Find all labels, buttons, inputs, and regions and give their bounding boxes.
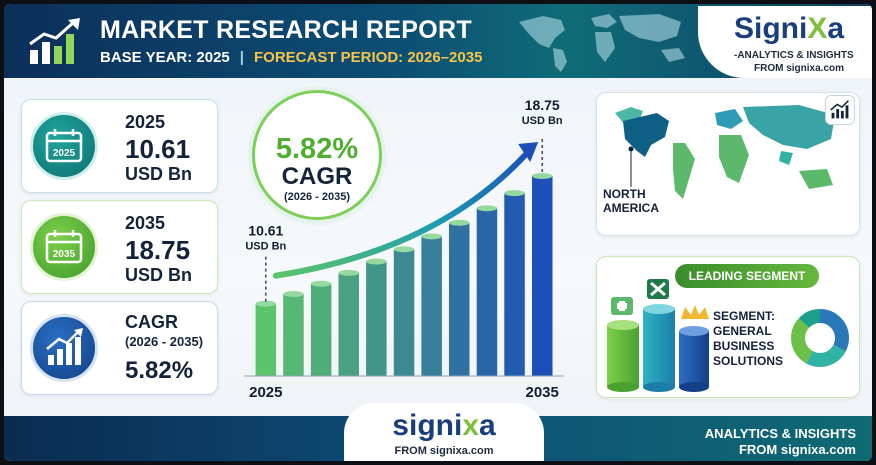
growth-chart-icon bbox=[46, 328, 83, 365]
subtitle-separator: | bbox=[239, 49, 244, 66]
page-title: MARKET RESEARCH REPORT bbox=[100, 16, 472, 44]
start-unit-label: USD Bn bbox=[245, 241, 286, 253]
footer-tagline-line1: ANALYTICS & INSIGHTS bbox=[704, 426, 856, 441]
segment-podium-icon bbox=[607, 279, 709, 392]
report-subtitle: BASE YEAR: 2025 | FORECAST PERIOD: 2026–20… bbox=[100, 49, 482, 66]
bar-top-0 bbox=[255, 300, 276, 307]
segment-line1: SEGMENT: bbox=[713, 309, 776, 323]
bar-top-3 bbox=[338, 269, 359, 276]
trend-arrow bbox=[272, 151, 530, 279]
bar-6 bbox=[421, 236, 442, 376]
calendar-icon-year: 2035 bbox=[53, 249, 76, 260]
end-unit-label: USD Bn bbox=[522, 115, 563, 127]
bar-top-2 bbox=[310, 280, 332, 287]
bar-top-8 bbox=[476, 205, 498, 212]
leading-segment-card: LEADING SEGMENT SEGMENT: bbox=[596, 256, 860, 398]
bar-5 bbox=[393, 249, 415, 376]
north-america-highlight bbox=[623, 113, 669, 157]
stat-period: (2026 - 2035) bbox=[125, 334, 204, 349]
growth-bar-chart: 10.61 USD Bn 18.75 USD Bn 2025 2035 bbox=[244, 97, 564, 401]
world-map-watermark-icon bbox=[519, 14, 685, 72]
bar-top-6 bbox=[421, 233, 442, 240]
footer-logo-main: signi bbox=[392, 409, 463, 442]
stat-circle bbox=[30, 314, 98, 382]
bar-7 bbox=[449, 222, 470, 376]
bar-4 bbox=[366, 261, 387, 376]
footer-logo-x: x bbox=[462, 409, 479, 442]
calendar-icon: 2035 bbox=[45, 230, 83, 264]
trend-chart-icon bbox=[825, 95, 855, 125]
x-axis-end-label: 2035 bbox=[525, 384, 558, 401]
cagr-badge-label: CAGR bbox=[281, 163, 353, 190]
stat-year: 2025 bbox=[125, 112, 166, 132]
bar-2 bbox=[310, 283, 332, 376]
stat-card-2035: 2035 2035 18.75 USD Bn bbox=[21, 200, 218, 294]
bar-9 bbox=[504, 193, 525, 376]
bar-top-5 bbox=[393, 246, 415, 253]
footer-tagline: ANALYTICS & INSIGHTS FROM signixa.com bbox=[684, 426, 856, 458]
bar-top-9 bbox=[504, 190, 525, 197]
cagr-badge: 5.82% CAGR (2026 - 2035) bbox=[252, 90, 382, 220]
footer-logo: signixa bbox=[344, 409, 544, 443]
brand-logo-main: Signi bbox=[734, 12, 808, 45]
crown-icon bbox=[681, 305, 709, 319]
calendar-icon-year: 2025 bbox=[53, 148, 76, 159]
cagr-badge-value: 5.82% bbox=[275, 133, 359, 165]
cagr-badge-period: (2026 - 2035) bbox=[283, 191, 351, 203]
stat-card-cagr: CAGR (2026 - 2035) 5.82% bbox=[21, 301, 218, 395]
bar-top-4 bbox=[366, 258, 387, 265]
bar-8 bbox=[476, 208, 498, 376]
segment-line3: BUSINESS bbox=[713, 339, 775, 353]
bar-3 bbox=[338, 272, 359, 376]
bar-top-7 bbox=[449, 219, 470, 226]
world-map-icon bbox=[615, 105, 835, 199]
calendar-icon: 2025 bbox=[45, 129, 83, 163]
region-label-line2: AMERICA bbox=[603, 201, 659, 215]
stat-year: 2035 bbox=[125, 213, 166, 233]
segment-name: SEGMENT: GENERAL BUSINESS SOLUTIONS bbox=[713, 309, 793, 369]
stat-unit: USD Bn bbox=[125, 164, 192, 184]
brand-logo: SigniXa bbox=[734, 12, 844, 46]
forecast-period-label: FORECAST PERIOD: 2026–2035 bbox=[253, 49, 483, 66]
brand-tagline: -ANALYTICS & INSIGHTS bbox=[734, 50, 854, 61]
footer-tagline-line2: FROM signixa.com bbox=[738, 442, 856, 457]
brand-logo-x: X bbox=[807, 12, 828, 45]
x-axis-start-label: 2025 bbox=[249, 384, 282, 401]
infographic-frame: MARKET RESEARCH REPORT BASE YEAR: 2025 | F… bbox=[4, 4, 872, 461]
bar-chart-trend-icon bbox=[29, 18, 80, 64]
donut-chart-icon bbox=[791, 309, 849, 367]
end-value-label: 18.75 bbox=[525, 97, 560, 113]
region-label-line1: NORTH bbox=[603, 187, 646, 201]
stat-label: CAGR bbox=[125, 312, 178, 332]
base-year-label: BASE YEAR: 2025 bbox=[100, 49, 230, 66]
region-label: NORTH AMERICA bbox=[603, 187, 663, 215]
stat-unit: USD Bn bbox=[125, 265, 192, 285]
segment-line2: GENERAL bbox=[713, 324, 772, 338]
footer-from: FROM signixa.com bbox=[394, 445, 494, 457]
stat-card-2025: 2025 2025 10.61 USD Bn bbox=[21, 99, 218, 193]
leading-segment-pill: LEADING SEGMENT bbox=[675, 264, 819, 288]
brand-logo-end: a bbox=[827, 12, 845, 45]
stat-circle bbox=[30, 213, 98, 281]
stat-value: 5.82% bbox=[125, 357, 194, 384]
stat-value: 18.75 bbox=[125, 235, 191, 265]
bar-0 bbox=[255, 303, 277, 376]
stat-circle bbox=[30, 112, 98, 180]
stat-value: 10.61 bbox=[125, 134, 191, 164]
bar-top-1 bbox=[283, 291, 304, 297]
brand-from: FROM signixa.com bbox=[754, 63, 845, 74]
trend-arrow-head bbox=[518, 142, 539, 162]
bar-1 bbox=[283, 294, 304, 376]
start-value-label: 10.61 bbox=[248, 223, 283, 239]
bar-10 bbox=[532, 176, 553, 376]
brand-logo-box: SigniXa -ANALYTICS & INSIGHTS FROM signi… bbox=[698, 6, 872, 78]
footer-logo-box: signixa FROM signixa.com bbox=[344, 403, 544, 461]
footer-logo-end: a bbox=[479, 409, 496, 442]
bar-top-10 bbox=[532, 173, 553, 179]
segment-line4: SOLUTIONS bbox=[713, 354, 784, 368]
region-map-card: NORTH AMERICA bbox=[596, 92, 860, 236]
